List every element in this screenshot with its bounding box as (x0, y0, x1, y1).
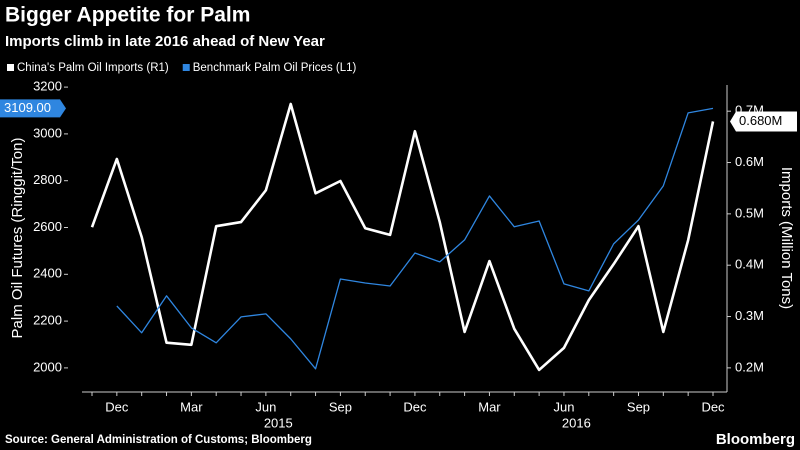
x-group-label: 2016 (562, 415, 591, 430)
x-tick-label: Mar (478, 399, 501, 414)
value-label-box (0, 99, 66, 118)
y2-axis-label: Imports (Million Tons) (778, 167, 795, 309)
y-tick-label: 2200 (33, 313, 62, 328)
chart-subtitle: Imports climb in late 2016 ahead of New … (5, 33, 325, 50)
chart-title: Bigger Appetite for Palm (5, 4, 250, 27)
y2-tick-label: 0.6M (735, 154, 764, 169)
series-line (116, 107, 714, 370)
legend-label: Benchmark Palm Oil Prices (L1) (193, 62, 357, 74)
x-tick-label: Sep (627, 399, 650, 414)
x-tick-label: Sep (329, 399, 352, 414)
y-tick-label: 3000 (33, 125, 62, 140)
y2-tick-label: 0.4M (735, 257, 764, 272)
y2-tick-label: 0.5M (735, 205, 764, 220)
y-tick-label: 2600 (33, 219, 62, 234)
x-tick-label: Jun (255, 399, 276, 414)
x-tick-label: Dec (105, 399, 129, 414)
series-line (90, 102, 715, 372)
brand: Bloomberg (716, 431, 795, 448)
value-label: 3109.00 (4, 100, 51, 115)
x-group-label: 2015 (264, 415, 293, 430)
y-tick-label: 2400 (33, 266, 62, 281)
value-label-box (730, 111, 797, 132)
y-axis-label: Palm Oil Futures (Ringgit/Ton) (9, 138, 26, 339)
value-label: 0.680M (739, 113, 782, 128)
y2-tick-label: 0.3M (735, 308, 764, 323)
legend-label: China's Palm Oil Imports (R1) (17, 62, 169, 74)
x-tick-label: Dec (701, 399, 725, 414)
source: Source: General Administration of Custom… (5, 434, 312, 446)
x-tick-label: Mar (180, 399, 203, 414)
x-tick-label: Jun (553, 399, 574, 414)
x-tick-label: Dec (403, 399, 427, 414)
y2-tick-label: 0.2M (735, 359, 764, 374)
legend-swatch (182, 64, 190, 71)
legend-swatch (7, 64, 14, 71)
y-tick-label: 2800 (33, 172, 62, 187)
y-tick-label: 2000 (33, 359, 62, 374)
y-tick-label: 3200 (33, 79, 62, 94)
